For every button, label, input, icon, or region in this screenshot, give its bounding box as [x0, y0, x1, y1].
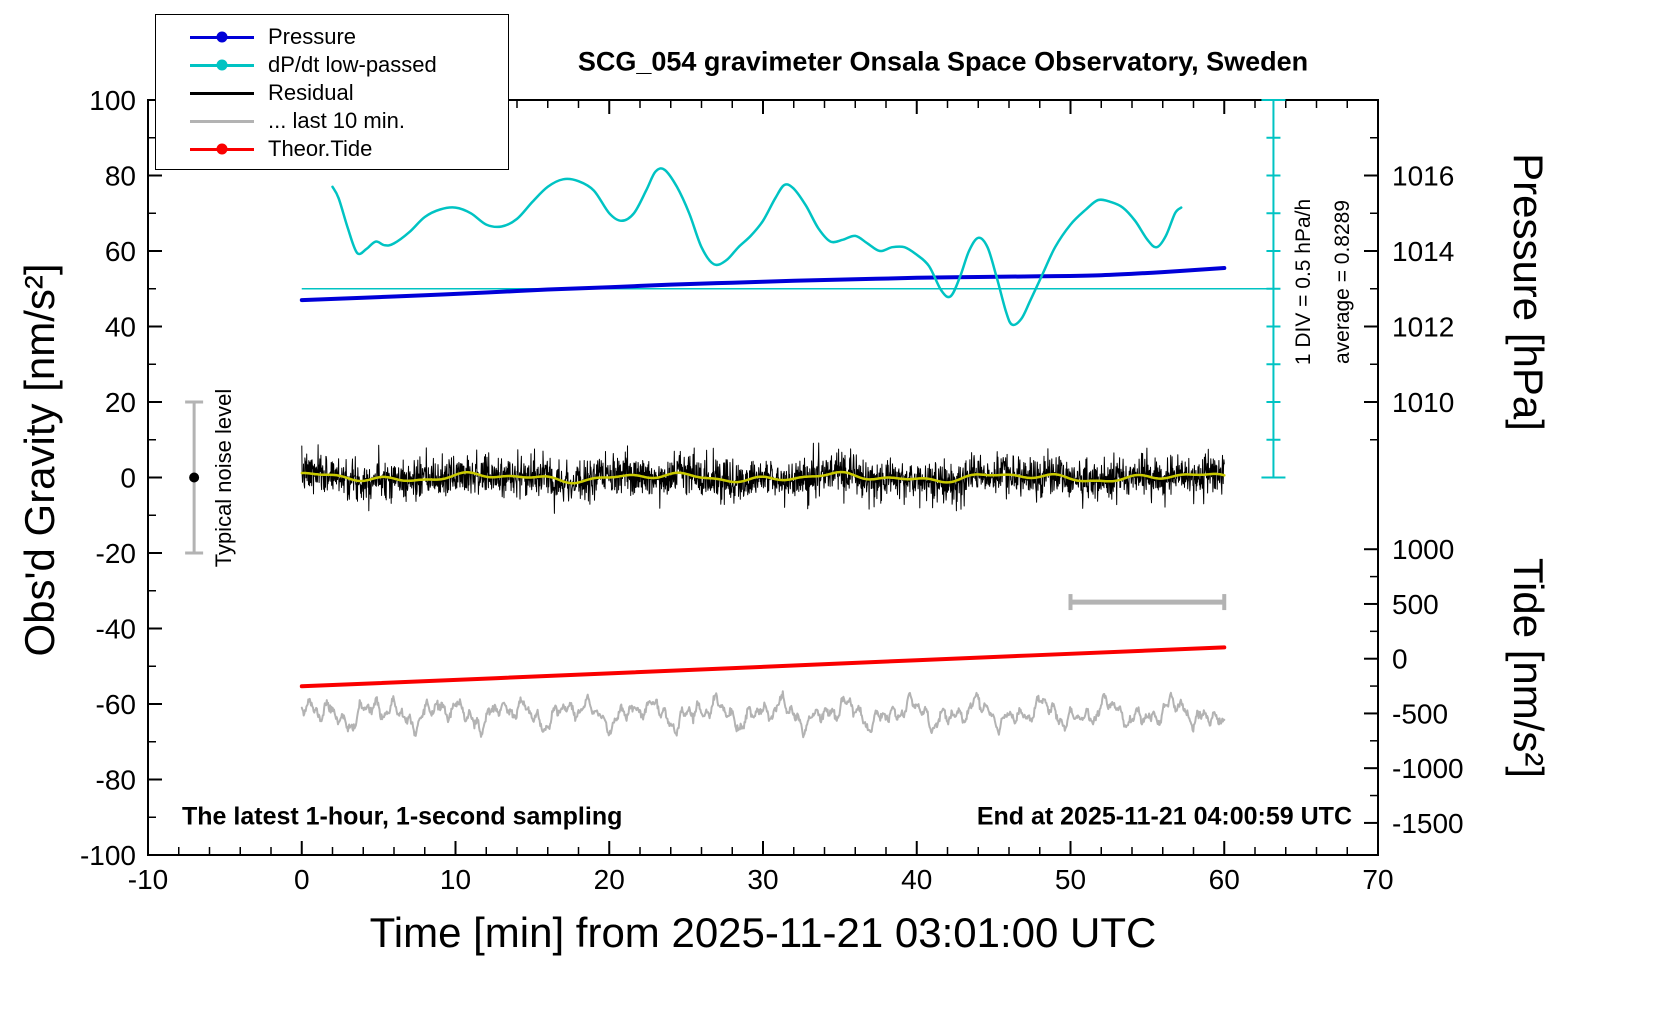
legend-label: Residual	[268, 80, 354, 105]
pressure-tick-label: 1016	[1392, 161, 1454, 192]
legend-item-4: Theor.Tide	[156, 135, 508, 163]
tide-tick-label: 0	[1392, 644, 1408, 675]
legend-label: Theor.Tide	[268, 136, 373, 161]
series-residual-lowpassed	[300, 470, 1226, 485]
y-axis-label-gravity: Obs'd Gravity [nm/s²]	[16, 263, 63, 657]
pressure-tick-label: 1010	[1392, 387, 1454, 418]
series-pressure	[299, 266, 1227, 303]
tide-tick-label: -500	[1392, 698, 1448, 729]
x-tick-label: 30	[747, 864, 778, 895]
legend: Pressure dP/dt low-passed Residual ... last…	[155, 14, 509, 170]
legend-swatch-icon	[190, 143, 254, 155]
y-tick-label: 0	[120, 463, 136, 494]
pressure-tick-label: 1014	[1392, 236, 1454, 267]
x-tick-label: 10	[440, 864, 471, 895]
legend-label: ... last 10 min.	[268, 108, 405, 133]
y-tick-label: -60	[96, 689, 136, 720]
x-tick-label: 60	[1209, 864, 1240, 895]
y-axis-label-pressure: Pressure [hPa]	[1505, 153, 1552, 431]
y-tick-label: 20	[105, 387, 136, 418]
end-time-note: End at 2025-11-21 04:00:59 UTC	[976, 802, 1352, 831]
tide-tick-label: 1000	[1392, 534, 1454, 565]
tide-tick-label: 500	[1392, 589, 1439, 620]
legend-item-3: ... last 10 min.	[156, 107, 508, 135]
legend-item-1: dP/dt low-passed	[156, 51, 508, 79]
sampling-note: The latest 1-hour, 1-second sampling	[182, 802, 623, 831]
legend-swatch-icon	[190, 31, 254, 43]
y-tick-label: -20	[96, 538, 136, 569]
x-tick-label: 20	[594, 864, 625, 895]
legend-swatch-icon	[190, 59, 254, 71]
legend-swatch-icon	[190, 116, 254, 127]
typical-noise-label: Typical noise level	[211, 388, 236, 568]
x-tick-label: 50	[1055, 864, 1086, 895]
y-tick-label: 80	[105, 161, 136, 192]
x-axis-label: Time [min] from 2025-11-21 03:01:00 UTC	[369, 909, 1157, 956]
pressure-tick-label: 1012	[1392, 312, 1454, 343]
x-tick-label: 40	[901, 864, 932, 895]
legend-swatch-icon	[190, 88, 254, 99]
y-tick-label: -100	[80, 840, 136, 871]
legend-item-0: Pressure	[156, 23, 508, 51]
tide-tick-label: -1500	[1392, 808, 1464, 839]
average-label: average = 0.8289	[1331, 199, 1354, 365]
noise-center-dot	[189, 472, 200, 483]
y-tick-label: 40	[105, 312, 136, 343]
tide-tick-label: -1000	[1392, 753, 1464, 784]
x-tick-label: 0	[294, 864, 310, 895]
x-tick-label: 70	[1362, 864, 1393, 895]
series-theor-tide	[299, 645, 1227, 689]
y-tick-label: 60	[105, 236, 136, 267]
y-tick-label: -80	[96, 765, 136, 796]
y-axis-label-tide: Tide [nm/s²]	[1505, 557, 1552, 779]
y-tick-label: -40	[96, 614, 136, 645]
series-last-10-min	[300, 690, 1226, 739]
y-tick-label: 100	[89, 85, 136, 116]
legend-label: Pressure	[268, 24, 357, 49]
series-dpdt-lowpassed	[331, 167, 1183, 327]
legend-label: dP/dt low-passed	[268, 52, 437, 77]
x-tick-label: -10	[128, 864, 168, 895]
div-scale-label: 1 DIV = 0.5 hPa/h	[1292, 198, 1315, 366]
legend-item-2: Residual	[156, 79, 508, 107]
chart-title: SCG_054 gravimeter Onsala Space Observat…	[577, 46, 1309, 77]
